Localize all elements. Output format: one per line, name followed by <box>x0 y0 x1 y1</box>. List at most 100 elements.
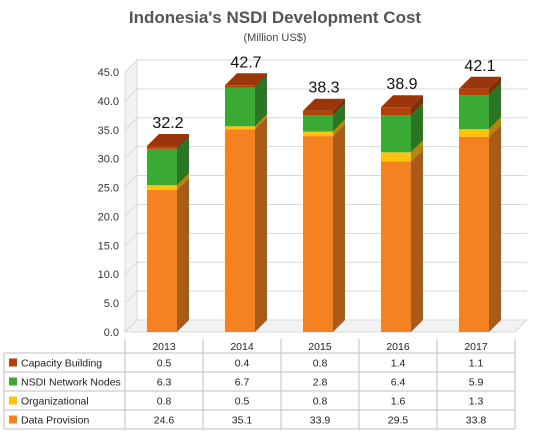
bar-segment-front <box>147 145 177 149</box>
bar-segment-side <box>333 124 345 332</box>
y-tick-label: 45.0 <box>98 67 119 79</box>
legend-key <box>9 377 17 386</box>
legend-key <box>9 396 17 405</box>
table-cell: 6.7 <box>235 377 250 389</box>
table-row-label: NSDI Network Nodes <box>21 377 121 389</box>
gridline <box>124 88 527 102</box>
bar-segment <box>303 98 345 116</box>
bar-segment-top <box>303 98 345 111</box>
bar-segment-side <box>411 103 423 153</box>
bar-segment-front <box>147 148 177 186</box>
table-cell: 35.1 <box>232 415 253 427</box>
chart-title: Indonesia's NSDI Development Cost <box>129 8 421 27</box>
bar-segment <box>225 73 267 88</box>
table-cell: 6.4 <box>391 377 406 389</box>
table-cell: 0.8 <box>313 358 328 370</box>
bar-segment-side <box>411 149 423 332</box>
bar-segment-side <box>177 177 189 332</box>
bar-segment-top <box>381 95 423 108</box>
y-tick-label: 40.0 <box>98 96 119 108</box>
bar-segment-front <box>225 126 255 130</box>
bar-segment-front <box>381 161 411 332</box>
table-header-year: 2014 <box>230 341 254 353</box>
bar-segment <box>459 76 501 96</box>
y-tick-label: 30.0 <box>98 154 119 166</box>
bar-segment <box>225 117 267 332</box>
bar-segment <box>303 103 345 132</box>
table-header-year: 2017 <box>464 341 488 353</box>
legend-key <box>9 415 17 424</box>
bar-segment-front <box>303 131 333 137</box>
bar-segment-side <box>255 117 267 332</box>
bar-segment-front <box>459 136 489 332</box>
bar-segment <box>381 149 423 332</box>
table-cell: 33.8 <box>466 415 487 427</box>
table-cell: 0.5 <box>157 358 172 370</box>
table-cell: 2.8 <box>313 377 328 389</box>
bars <box>147 73 501 332</box>
bar-segment-side <box>333 103 345 132</box>
y-tick-label: 25.0 <box>98 183 119 195</box>
bar-segment-side <box>489 124 501 332</box>
bar-segment <box>381 103 423 153</box>
y-axis: 0.0 5.0 10.0 15.0 20.0 25.0 30.0 35.0 40.0 45.0 <box>98 67 119 339</box>
chart-subtitle: (Million US$) <box>244 32 307 44</box>
y-tick-label: 15.0 <box>98 240 119 252</box>
bar-segment-top <box>459 76 501 89</box>
bar-segment-front <box>381 115 411 153</box>
bar-segment <box>381 95 423 116</box>
bar-segment-side <box>255 75 267 127</box>
bar-segment-side <box>489 83 501 130</box>
y-tick-label: 5.0 <box>104 298 119 310</box>
total-label: 38.3 <box>308 80 339 97</box>
bar-segment-front <box>303 110 333 116</box>
y-tick-label: 0.0 <box>104 327 119 339</box>
bar-segment-front <box>459 95 489 130</box>
bar-segment <box>459 83 501 130</box>
bar-segment-front <box>147 189 177 332</box>
bar-segment-side <box>333 98 345 116</box>
bar-segment <box>147 133 189 149</box>
bar-segment-front <box>381 107 411 116</box>
y-tick-label: 20.0 <box>98 211 119 223</box>
table-header-year: 2013 <box>152 341 176 353</box>
bar-segment <box>225 75 267 127</box>
table-cell: 1.4 <box>391 358 406 370</box>
bar-segment-front <box>225 85 255 88</box>
bar-segment-side <box>333 119 345 137</box>
y-tick-label: 10.0 <box>98 269 119 281</box>
table-row-label: Capacity Building <box>21 358 102 370</box>
table-row-label: Organizational <box>21 396 89 408</box>
bar-segment-top <box>147 133 189 146</box>
table-cell: 1.1 <box>469 358 484 370</box>
bar-segment <box>303 124 345 332</box>
bar-segment <box>147 136 189 186</box>
bar-segment-front <box>303 115 333 132</box>
table-cell: 33.9 <box>310 415 331 427</box>
bar-segment-front <box>225 129 255 332</box>
total-label: 42.7 <box>230 54 261 71</box>
bar-segment <box>381 140 423 162</box>
y-tick-label: 35.0 <box>98 125 119 137</box>
table-cell: 24.6 <box>154 415 175 427</box>
table-header-year: 2015 <box>308 341 332 353</box>
bar-segment <box>459 117 501 137</box>
bar-segment-side <box>177 136 189 186</box>
bar-segment-side <box>177 133 189 149</box>
table-cell: 0.4 <box>235 358 250 370</box>
table-cell: 6.3 <box>157 377 172 389</box>
table-header-year: 2016 <box>386 341 410 353</box>
table-cell: 0.5 <box>235 396 250 408</box>
table-cell: 1.3 <box>469 396 484 408</box>
bar-segment-front <box>459 88 489 96</box>
bar-segment-front <box>459 129 489 137</box>
bar-segment-side <box>255 114 267 130</box>
table-cell: 29.5 <box>388 415 409 427</box>
bar-segment-side <box>489 117 501 137</box>
total-labels: 32.2 42.7 38.3 38.9 42.1 <box>152 54 495 132</box>
data-table: 2013 2014 2015 2016 2017 Capacity Building 0.5… <box>3 339 516 430</box>
bar-segment-side <box>411 140 423 162</box>
bar-segment <box>147 173 189 190</box>
